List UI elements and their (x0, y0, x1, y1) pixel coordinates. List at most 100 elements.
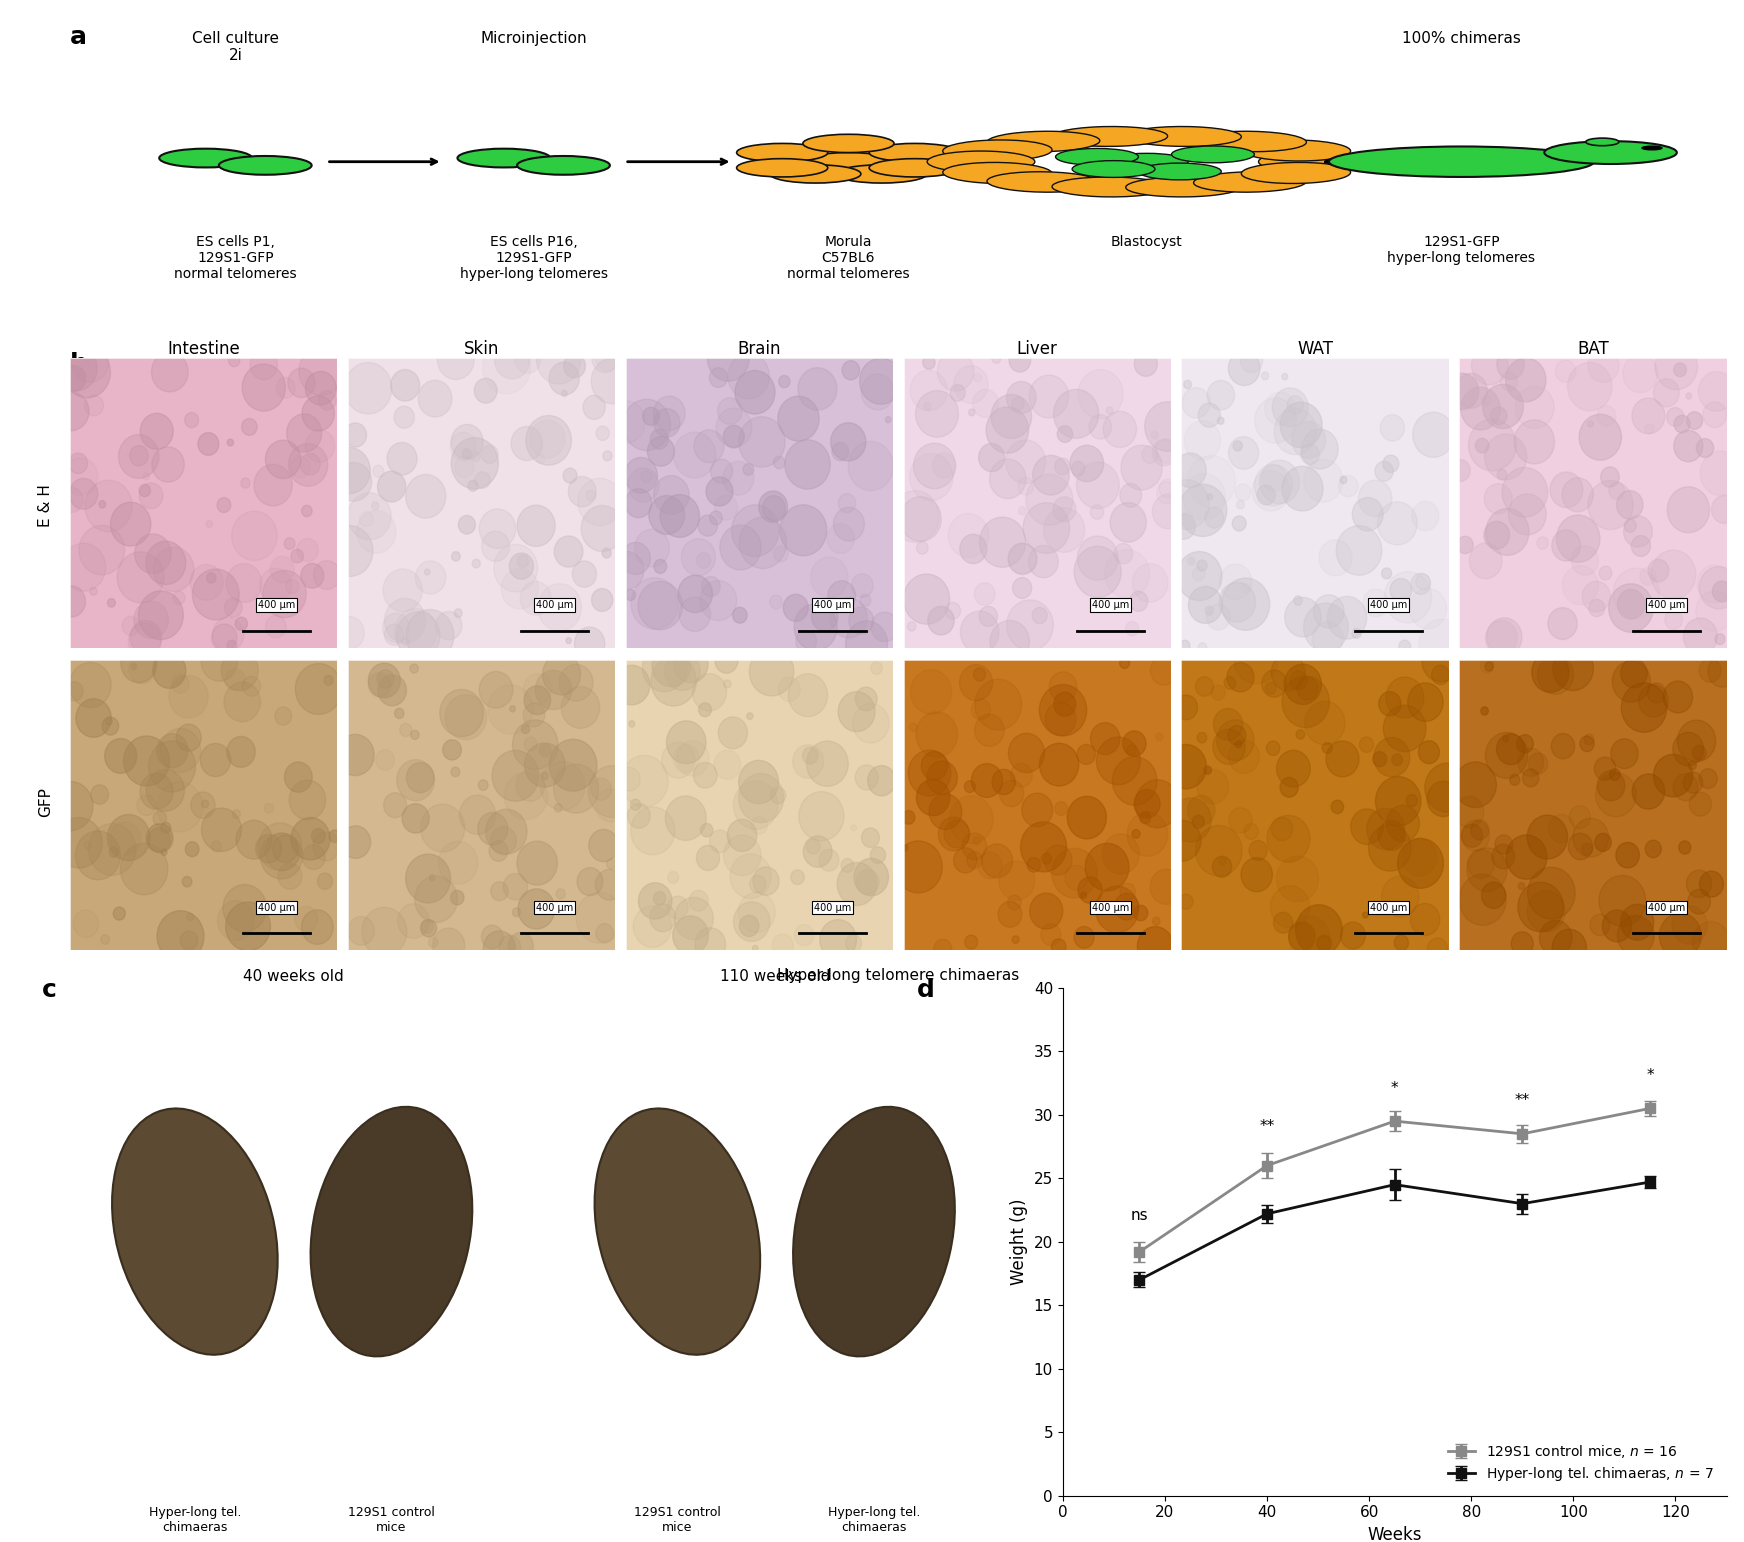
Circle shape (1134, 905, 1148, 921)
Ellipse shape (1193, 131, 1306, 151)
Circle shape (1486, 618, 1523, 655)
Ellipse shape (595, 1109, 760, 1355)
Circle shape (1528, 891, 1564, 931)
Circle shape (1699, 871, 1723, 897)
Circle shape (1144, 402, 1191, 452)
Circle shape (569, 476, 596, 507)
Circle shape (846, 934, 862, 951)
Circle shape (539, 745, 551, 757)
Circle shape (971, 763, 1003, 797)
Circle shape (375, 749, 394, 771)
Circle shape (227, 563, 262, 603)
Circle shape (732, 608, 746, 623)
Circle shape (1563, 478, 1594, 512)
Ellipse shape (1242, 140, 1350, 160)
Circle shape (1528, 752, 1547, 774)
Circle shape (1032, 608, 1046, 623)
Circle shape (802, 748, 818, 763)
Circle shape (1120, 884, 1135, 901)
Circle shape (1027, 857, 1041, 873)
Circle shape (724, 834, 760, 876)
Circle shape (131, 620, 162, 654)
Circle shape (778, 375, 790, 387)
Circle shape (666, 720, 706, 763)
Circle shape (1386, 677, 1423, 719)
Text: 400 μm: 400 μm (814, 600, 851, 611)
Circle shape (1125, 621, 1139, 635)
Title: 40 weeks old: 40 weeks old (242, 968, 344, 984)
Circle shape (1667, 487, 1709, 532)
Circle shape (837, 862, 877, 905)
Circle shape (288, 369, 316, 398)
Circle shape (504, 773, 548, 820)
Circle shape (391, 370, 420, 401)
Circle shape (731, 504, 780, 557)
Circle shape (1570, 805, 1591, 828)
Text: 400 μm: 400 μm (258, 902, 295, 913)
Circle shape (851, 574, 874, 597)
Circle shape (1611, 660, 1650, 702)
Circle shape (862, 375, 895, 410)
Circle shape (1257, 486, 1275, 504)
Circle shape (415, 561, 446, 594)
Circle shape (1568, 362, 1611, 410)
Circle shape (406, 763, 434, 793)
Circle shape (851, 825, 856, 831)
Title: Brain: Brain (738, 339, 781, 358)
Circle shape (1104, 549, 1149, 598)
Circle shape (1298, 677, 1318, 700)
Circle shape (1369, 825, 1411, 871)
Circle shape (1156, 732, 1163, 740)
Circle shape (384, 793, 406, 817)
Circle shape (1645, 424, 1653, 433)
Circle shape (110, 822, 141, 856)
Circle shape (1484, 433, 1526, 480)
Text: Blastocyst: Blastocyst (1111, 234, 1182, 248)
Circle shape (560, 665, 593, 702)
Circle shape (206, 521, 213, 527)
Circle shape (1697, 564, 1732, 603)
Circle shape (1624, 355, 1659, 393)
Circle shape (727, 353, 769, 399)
Ellipse shape (869, 159, 961, 177)
Circle shape (1160, 480, 1177, 498)
Circle shape (61, 543, 106, 591)
Circle shape (1127, 813, 1168, 856)
Circle shape (647, 436, 675, 466)
Circle shape (1491, 407, 1507, 424)
Circle shape (1301, 429, 1338, 469)
Circle shape (1338, 475, 1359, 497)
Circle shape (1380, 415, 1404, 441)
Circle shape (223, 682, 260, 722)
Circle shape (1714, 634, 1725, 645)
Circle shape (577, 868, 603, 896)
Circle shape (480, 671, 513, 708)
Circle shape (1653, 379, 1679, 407)
Circle shape (1043, 507, 1085, 552)
Text: **: ** (1516, 1093, 1529, 1109)
Circle shape (661, 495, 699, 537)
Circle shape (1373, 751, 1386, 766)
Circle shape (119, 435, 159, 478)
Circle shape (1432, 665, 1449, 685)
Circle shape (455, 456, 474, 478)
Circle shape (914, 443, 956, 489)
Circle shape (406, 854, 450, 904)
Circle shape (621, 543, 651, 575)
Ellipse shape (1545, 142, 1676, 163)
Circle shape (631, 578, 678, 629)
Circle shape (626, 589, 635, 600)
Circle shape (1045, 845, 1073, 874)
Circle shape (717, 398, 743, 424)
Circle shape (1289, 922, 1315, 951)
Circle shape (1052, 939, 1066, 954)
Circle shape (607, 401, 645, 443)
Ellipse shape (987, 131, 1100, 151)
Circle shape (312, 828, 324, 843)
Circle shape (1275, 409, 1317, 455)
Circle shape (982, 843, 1013, 877)
Circle shape (1155, 439, 1177, 463)
Circle shape (63, 458, 98, 495)
Circle shape (1219, 857, 1226, 865)
Circle shape (525, 743, 565, 786)
